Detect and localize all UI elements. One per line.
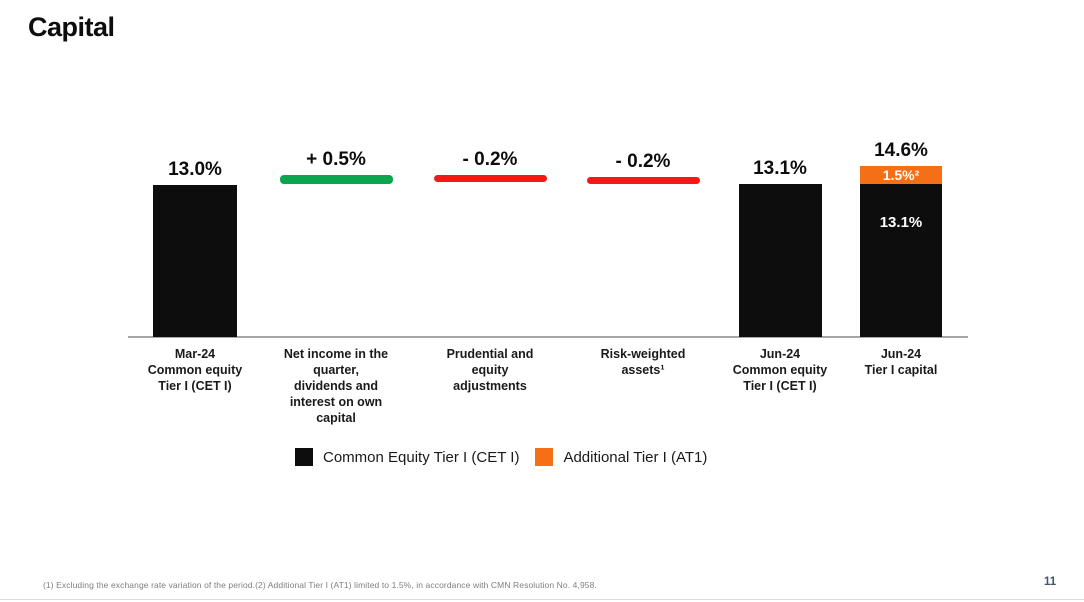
legend-swatch-at1-icon bbox=[535, 448, 554, 466]
footer-divider bbox=[0, 599, 1084, 600]
x-axis-category-label: Prudential and equity adjustments bbox=[446, 347, 534, 393]
connector-bar-1 bbox=[279, 175, 393, 185]
bar-5-segment-1 bbox=[860, 166, 942, 184]
connector-bar-2 bbox=[433, 175, 547, 183]
bar-segment-value-label: 1.5%² bbox=[882, 166, 920, 183]
legend-swatch-cet1-icon bbox=[295, 448, 313, 466]
legend-label-at1: Additional Tier I (AT1) bbox=[563, 448, 708, 466]
chart-legend: Common Equity Tier I (CET I) Additional … bbox=[295, 448, 707, 466]
column-value-label: - 0.2% bbox=[615, 151, 671, 173]
column-value-label: + 0.5% bbox=[306, 149, 366, 171]
bar-0 bbox=[153, 184, 237, 337]
bar-segment-value-label: 13.1% bbox=[879, 213, 923, 231]
page-number: 11 bbox=[1044, 576, 1057, 588]
x-axis-category-label: Net income in the quarter, dividends and… bbox=[283, 347, 389, 425]
x-axis-category-label: Risk-weighted assets¹ bbox=[600, 347, 686, 377]
column-value-label: 13.0% bbox=[168, 158, 222, 180]
legend-item-cet1: Common Equity Tier I (CET I) bbox=[295, 448, 519, 466]
page-title: Capital bbox=[28, 12, 115, 42]
x-axis-category-label: Jun-24 Common equity Tier I (CET I) bbox=[732, 347, 828, 393]
footnote: (1) Excluding the exchange rate variatio… bbox=[43, 580, 597, 590]
x-axis-category-label: Mar-24 Common equity Tier I (CET I) bbox=[147, 347, 243, 393]
x-axis-category-label: Jun-24 Tier I capital bbox=[864, 347, 938, 377]
column-value-label: 13.1% bbox=[753, 157, 807, 179]
x-axis-line bbox=[128, 336, 968, 338]
bar-5-segment-0 bbox=[860, 183, 942, 337]
legend-label-cet1: Common Equity Tier I (CET I) bbox=[323, 448, 520, 466]
column-value-label: - 0.2% bbox=[462, 149, 518, 171]
connector-bar-3 bbox=[586, 177, 700, 185]
bar-4 bbox=[738, 183, 822, 337]
column-value-label: 14.6% bbox=[874, 140, 928, 162]
legend-item-at1: Additional Tier I (AT1) bbox=[535, 448, 707, 466]
